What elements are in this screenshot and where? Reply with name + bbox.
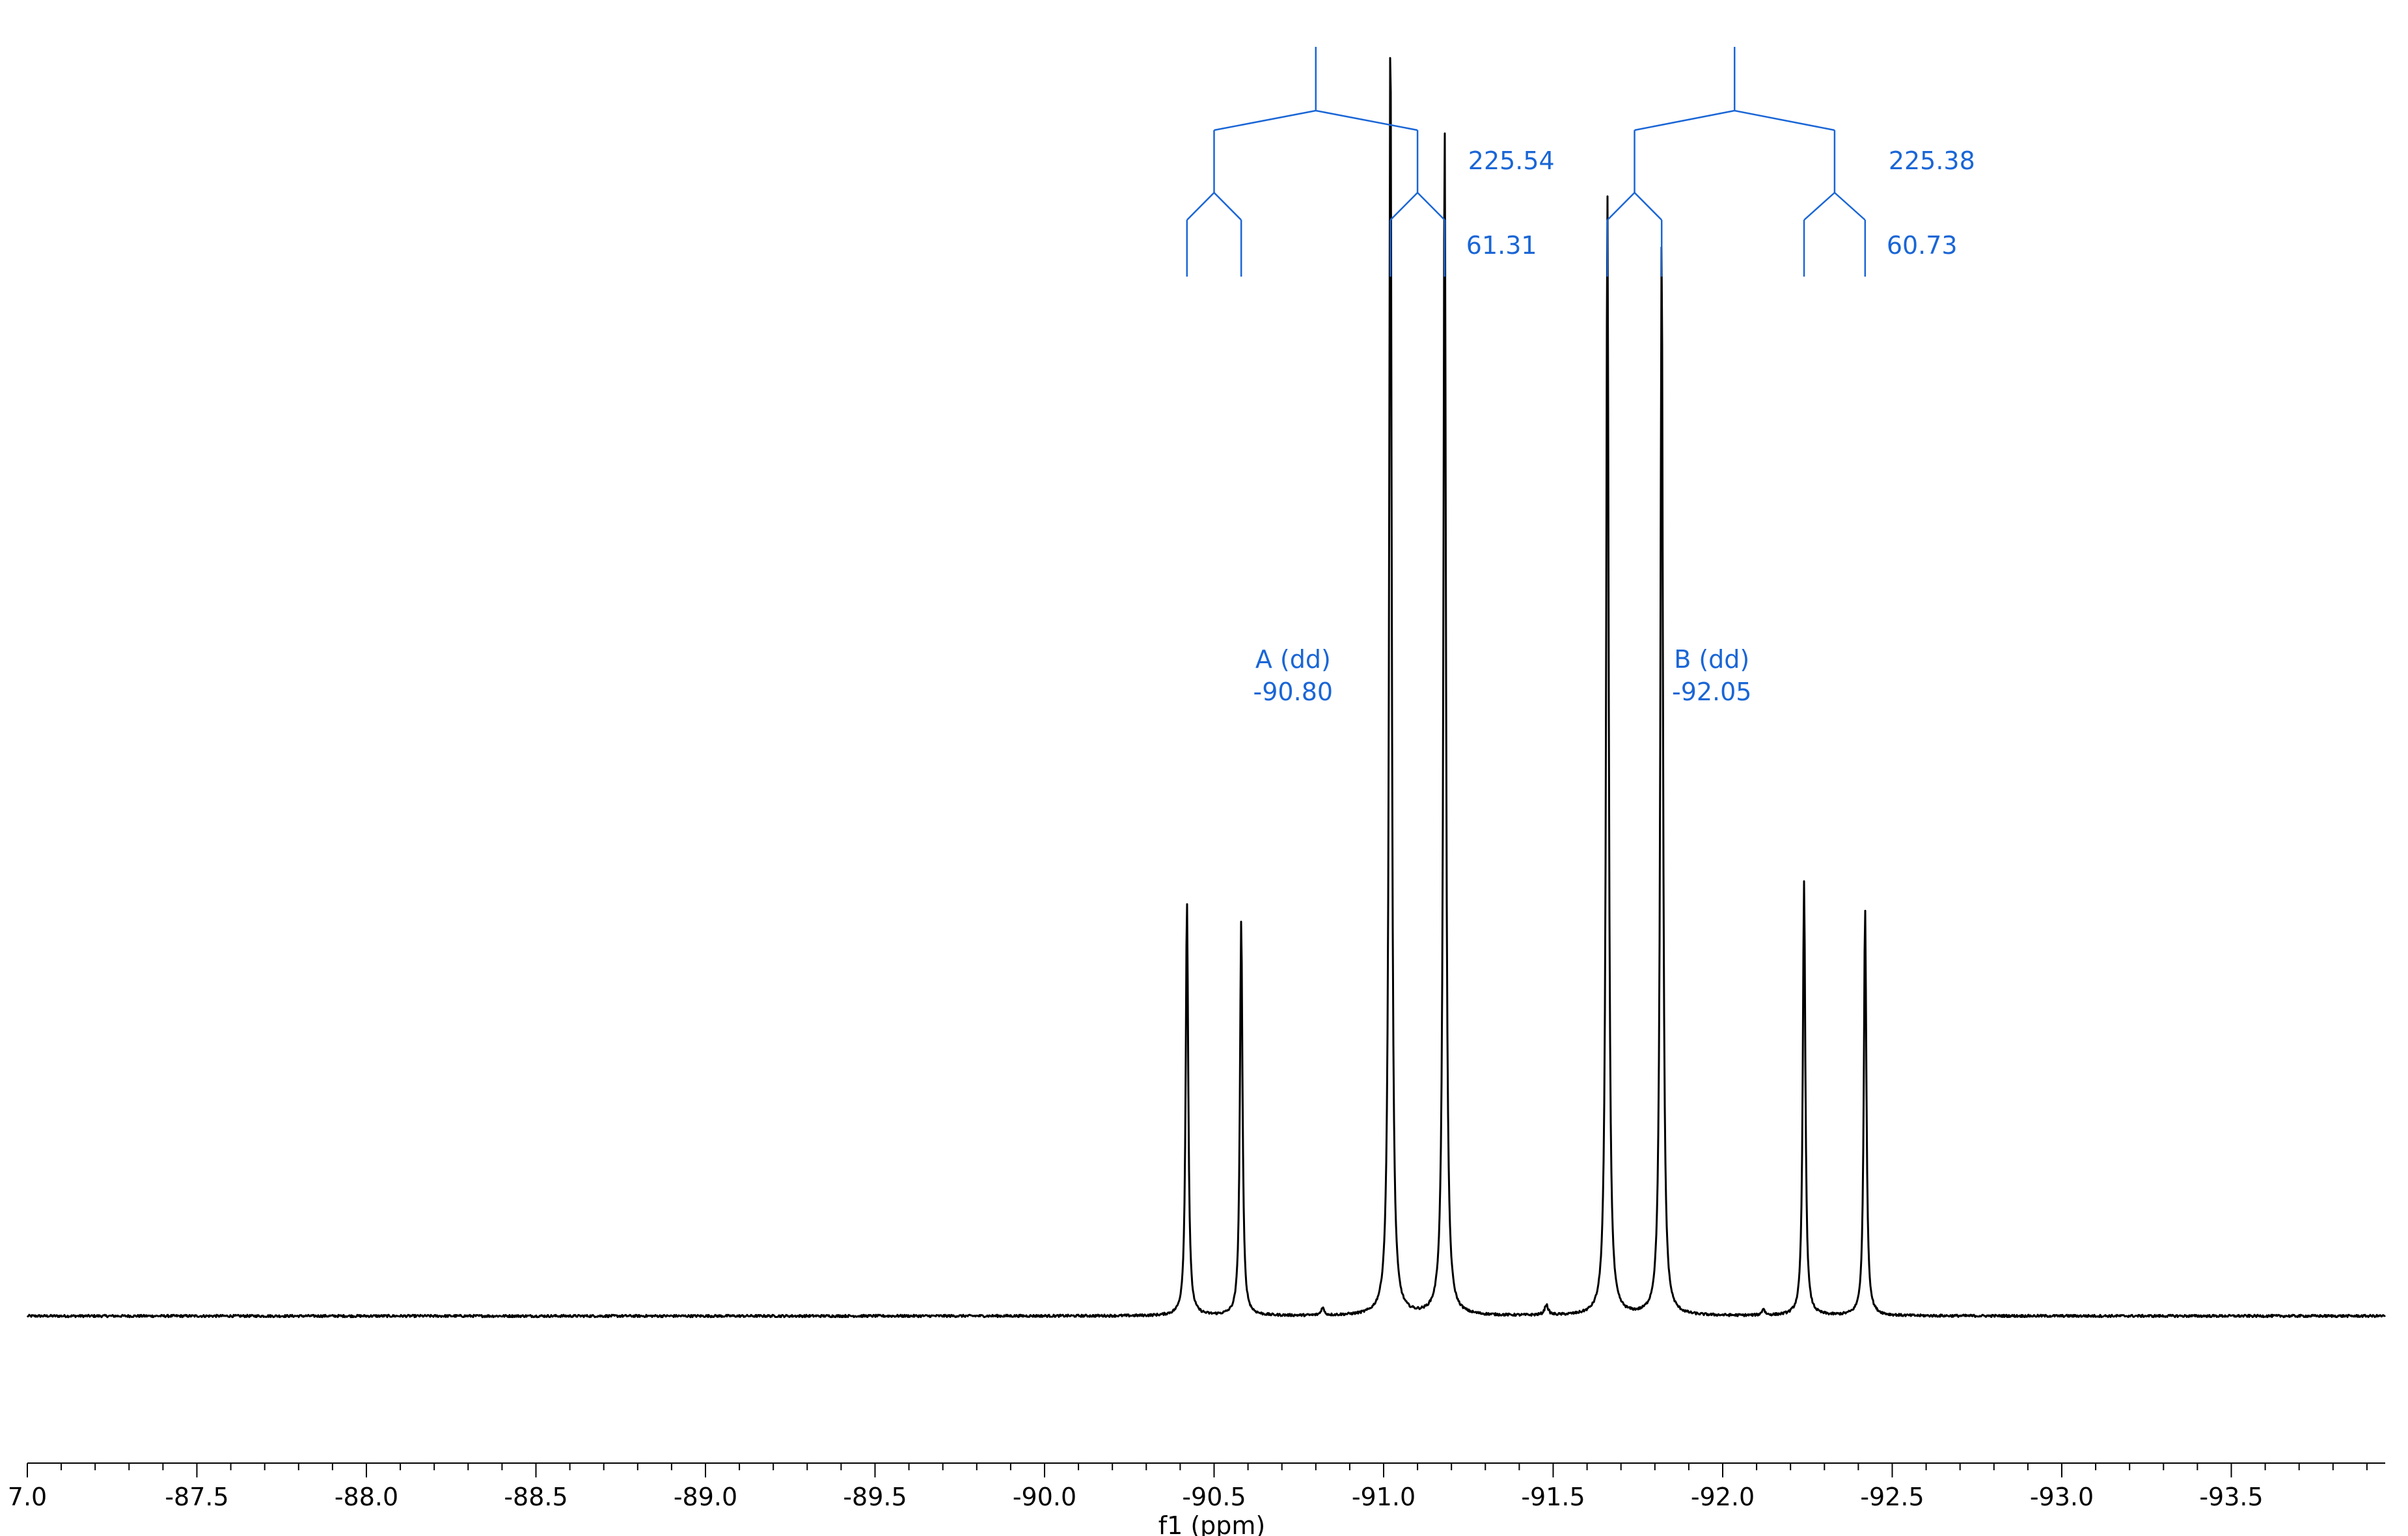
x-tick-label: -88.5 — [504, 1483, 568, 1511]
x-axis: 7.0 -87.5 -88.0 -88.5 -89.0 -89.5 -90.0 -90.5 -9… — [8, 1462, 2385, 1511]
tree-branch — [1834, 192, 1866, 221]
x-tick-label: -91.0 — [1352, 1483, 1416, 1511]
coupling-constant-label: 225.54 — [1468, 146, 1555, 175]
tree-branch — [1634, 192, 1663, 221]
x-tick-label: -90.0 — [1013, 1483, 1076, 1511]
multiplet-annotations: 225.54 61.31 A (dd) -90.80 225.38 60.73 B (dd)… — [1186, 47, 1975, 706]
x-tick-label: -93.0 — [2030, 1483, 2094, 1511]
multiplet-label: B (dd) — [1674, 645, 1749, 674]
multiplet-shift-label: -90.80 — [1253, 678, 1334, 706]
x-tick-label: -93.5 — [2199, 1483, 2263, 1511]
tree-branch — [1634, 109, 1735, 131]
multiplet-tree: 225.54 61.31 A (dd) -90.80 — [1186, 47, 1555, 706]
coupling-constant-label: 61.31 — [1466, 231, 1537, 260]
tree-branch — [1213, 192, 1242, 221]
coupling-constant-label: 60.73 — [1887, 231, 1958, 260]
spectrum-peak — [1443, 122, 1446, 124]
x-tick-label: -87.5 — [165, 1483, 228, 1511]
spectrum-peak — [1186, 900, 1188, 903]
multiplet-shift-label: -92.05 — [1672, 678, 1752, 706]
x-tick-label: -92.0 — [1691, 1483, 1755, 1511]
x-tick-label: -91.5 — [1521, 1483, 1585, 1511]
tree-branch — [1734, 109, 1835, 131]
x-tick-label: 7.0 — [8, 1483, 47, 1511]
multiplet-tree: 225.38 60.73 B (dd) -92.05 — [1606, 47, 1975, 706]
tree-branch — [1803, 192, 1835, 221]
tree-branch — [1606, 192, 1635, 221]
spectrum — [26, 18, 2386, 1319]
tree-branch — [1186, 192, 1215, 221]
spectrum-line — [26, 57, 2386, 1319]
x-tick-label: -92.5 — [1860, 1483, 1924, 1511]
tree-branch — [1214, 109, 1317, 131]
x-axis-title: f1 (ppm) — [1158, 1511, 1266, 1536]
spectrum-peak — [1864, 907, 1867, 909]
multiplet-label: A (dd) — [1255, 645, 1331, 674]
coupling-constant-label: 225.38 — [1889, 146, 1975, 175]
x-tick-label: -88.0 — [335, 1483, 398, 1511]
x-tick-label: -89.0 — [674, 1483, 737, 1511]
spectrum-peak — [1389, 18, 1391, 21]
tree-branch — [1389, 192, 1418, 221]
tree-branch — [1315, 109, 1418, 131]
x-tick-label: -89.5 — [843, 1483, 907, 1511]
tree-branch — [1417, 192, 1445, 221]
x-tick-label: -90.5 — [1182, 1483, 1246, 1511]
